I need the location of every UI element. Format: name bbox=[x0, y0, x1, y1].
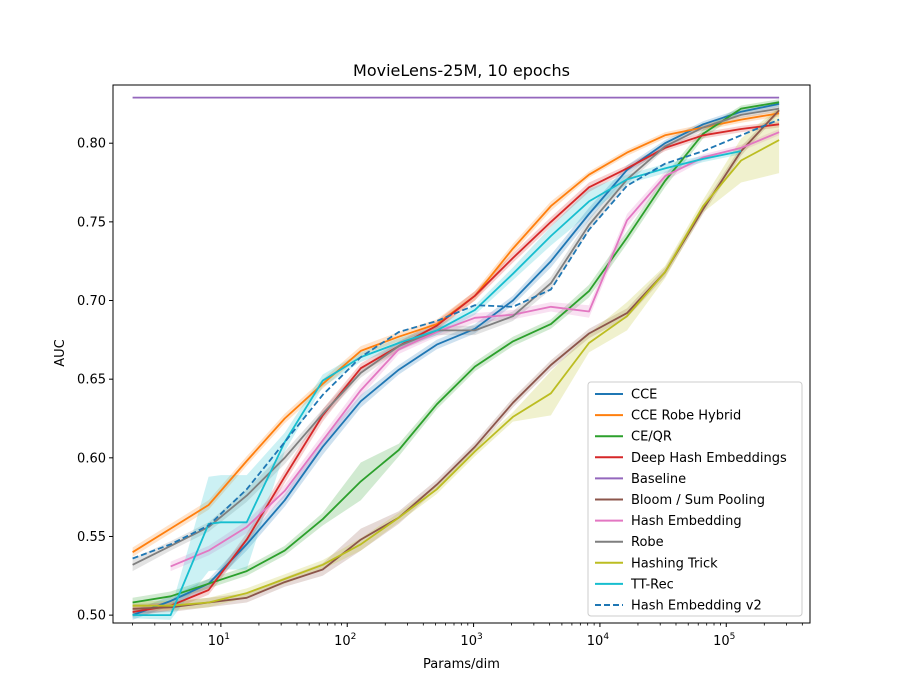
x-tick-label: 102 bbox=[334, 632, 356, 649]
x-tick-label: 101 bbox=[208, 632, 230, 649]
legend-label: CCE Robe Hybrid bbox=[631, 409, 741, 424]
series-line-hashing-trick bbox=[132, 139, 780, 607]
band-cce bbox=[132, 100, 780, 620]
y-tick-label: 0.65 bbox=[77, 373, 106, 388]
series-line-deep-hash-embeddings bbox=[132, 123, 780, 613]
legend-label: Deep Hash Embeddings bbox=[631, 451, 787, 466]
series-line-tt-rec bbox=[132, 150, 742, 616]
series-line-robe bbox=[132, 107, 780, 566]
x-axis-label: Params/dim bbox=[423, 657, 500, 672]
x-tick-label: 104 bbox=[587, 632, 610, 649]
y-tick-label: 0.80 bbox=[77, 137, 106, 152]
legend-box bbox=[587, 381, 803, 617]
y-axis-label: AUC bbox=[53, 339, 68, 367]
legend-label: Bloom / Sum Pooling bbox=[631, 493, 765, 508]
y-tick-label: 0.55 bbox=[77, 530, 106, 545]
legend-label: Hash Embedding bbox=[631, 514, 742, 529]
y-tick-label: 0.60 bbox=[77, 451, 106, 466]
x-axis: 101 102 103 104 105 bbox=[132, 623, 803, 649]
x-tick-label: 105 bbox=[713, 632, 735, 649]
series-line-hash-embedding bbox=[170, 131, 780, 568]
series-line-cce bbox=[132, 103, 780, 616]
x-tick-label: 103 bbox=[460, 632, 482, 649]
legend-label: Robe bbox=[631, 535, 664, 550]
legend: CCE CCE Robe Hybrid CE/QR Deep Hash Embeddi… bbox=[587, 381, 803, 617]
y-tick-label: 0.75 bbox=[77, 215, 106, 230]
legend-label: Hash Embedding v2 bbox=[631, 599, 762, 614]
series-line-hash-embedding-v2 bbox=[132, 118, 780, 560]
y-tick-label: 0.50 bbox=[77, 609, 106, 624]
legend-label: CCE bbox=[631, 388, 657, 403]
y-axis: 0.50 0.55 0.60 0.65 0.70 0.75 0.80 bbox=[77, 137, 113, 624]
legend-label: TT-Rec bbox=[630, 577, 674, 592]
chart-title: MovieLens-25M, 10 epochs bbox=[353, 61, 570, 80]
legend-label: CE/QR bbox=[631, 430, 672, 445]
y-tick-label: 0.70 bbox=[77, 294, 106, 309]
legend-label: Hashing Trick bbox=[631, 556, 718, 571]
band-tt-rec bbox=[132, 147, 742, 620]
legend-label: Baseline bbox=[631, 472, 686, 487]
series-lines bbox=[132, 96, 780, 616]
